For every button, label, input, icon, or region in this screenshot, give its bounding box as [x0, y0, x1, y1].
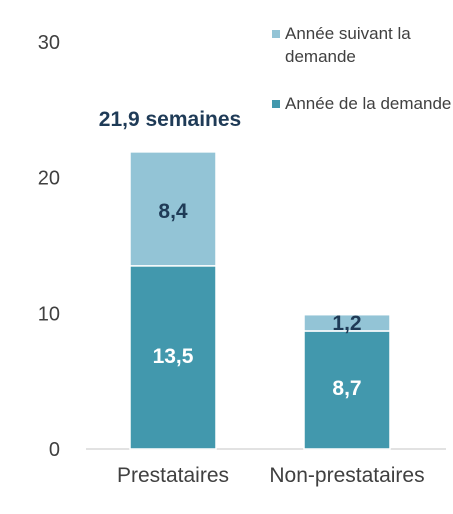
x-tick-label: Non-prestataires — [269, 464, 424, 487]
legend-label-next-year: Année suivant la demande — [285, 24, 411, 66]
bars: 13,5 8,4 8,7 1,2 — [129, 151, 391, 450]
bar-segment — [303, 313, 391, 332]
y-tick-label: 20 — [38, 168, 60, 190]
annotations: 21,9 semaines — [99, 108, 241, 131]
total-annotation: 21,9 semaines — [99, 108, 241, 131]
bar-value-label: 8,4 — [158, 200, 188, 223]
legend-label-request-year: Année de la demande — [285, 94, 452, 113]
legend-swatch-next-year — [272, 30, 280, 38]
x-tick-label: Prestataires — [117, 464, 229, 487]
bar-segment — [129, 265, 217, 450]
x-axis: Prestataires Non-prestataires — [117, 464, 425, 487]
bar-segment — [129, 151, 217, 267]
bar-value-label: 1,2 — [332, 312, 361, 335]
bar-value-label: 8,7 — [332, 377, 361, 400]
bar-value-label: 13,5 — [153, 345, 194, 368]
legend-swatch-request-year — [272, 100, 280, 108]
y-axis: 0 10 20 30 — [38, 32, 60, 461]
y-tick-label: 10 — [38, 303, 60, 325]
y-tick-label: 30 — [38, 32, 60, 54]
y-tick-label: 0 — [49, 439, 60, 461]
